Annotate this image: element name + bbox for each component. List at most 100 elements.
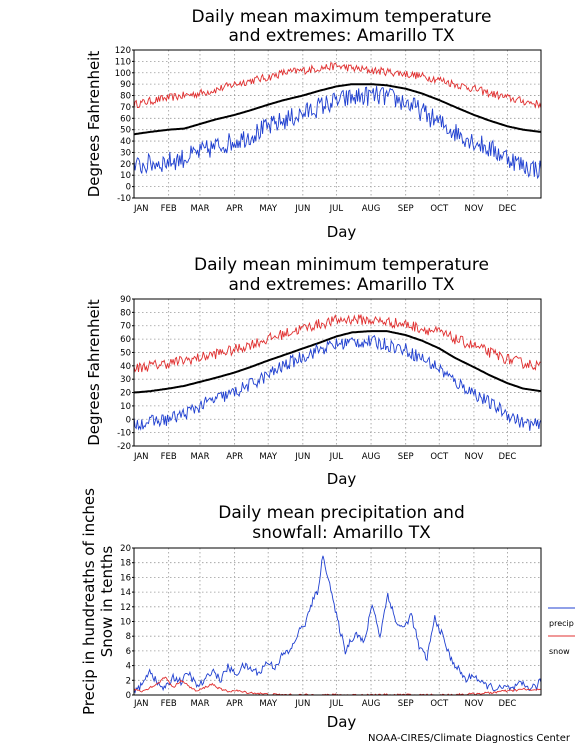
x-axis-label: Day [327, 470, 357, 488]
chart-title-line-2: and extremes: Amarillo TX [229, 275, 455, 295]
y-tick-label: 80 [120, 308, 131, 318]
y-tick-label: 40 [120, 137, 131, 147]
x-tick-label-apr: APR [226, 204, 243, 214]
y-tick-label: -10 [117, 429, 131, 439]
x-tick-label-jan: JAN [133, 204, 149, 214]
y-axis-label: Degrees Fahrenheit [85, 51, 103, 198]
x-tick-label-jul: JUL [329, 204, 344, 214]
y-tick-label: 80 [120, 92, 131, 102]
y-tick-label: 70 [120, 103, 131, 113]
y-tick-label: 20 [120, 544, 131, 554]
x-tick-label-sep: SEP [398, 699, 414, 709]
x-tick-label-jan: JAN [133, 699, 149, 709]
y-tick-label: 10 [120, 171, 131, 181]
y-tick-label: 12 [120, 603, 131, 613]
y-tick-label: 60 [120, 114, 131, 124]
y-tick-label: 10 [120, 618, 131, 628]
chart-title-line-2: and extremes: Amarillo TX [229, 26, 455, 46]
x-tick-label-jan: JAN [133, 452, 149, 462]
y-tick-label: 20 [120, 389, 131, 399]
series-line-precip [133, 555, 542, 694]
y-tick-label: 10 [120, 402, 131, 412]
x-tick-label-may: MAY [259, 699, 277, 709]
x-tick-label-sep: SEP [398, 204, 414, 214]
x-tick-label-feb: FEB [161, 699, 177, 709]
y-tick-label: 110 [115, 57, 131, 67]
series-line-series-1 [133, 314, 542, 373]
y-tick-label: 16 [120, 573, 131, 583]
series-line-series-2 [133, 83, 542, 136]
y-tick-label: 50 [120, 348, 131, 358]
y-tick-label: 100 [115, 69, 131, 79]
x-tick-label-jun: JUN [294, 699, 310, 709]
y-axis-label: Degrees Fahrenheit [85, 299, 103, 446]
x-tick-label-nov: NOV [465, 699, 484, 709]
x-tick-label-dec: DEC [499, 452, 517, 462]
y-tick-label: 50 [120, 126, 131, 136]
chart-title-line-2: snowfall: Amarillo TX [252, 523, 431, 543]
y-tick-label: 0 [126, 415, 131, 425]
y-tick-label: 6 [126, 647, 131, 657]
x-tick-label-dec: DEC [499, 204, 517, 214]
y-tick-label: 30 [120, 148, 131, 158]
x-tick-label-nov: NOV [465, 204, 484, 214]
y-tick-label: 90 [120, 80, 131, 90]
y-tick-label: 18 [120, 559, 131, 569]
y-tick-label: 70 [120, 322, 131, 332]
series-line-snow [133, 676, 541, 696]
legend-label-snow: snow [549, 647, 570, 656]
x-tick-label-nov: NOV [465, 452, 484, 462]
plot-frame [133, 547, 542, 696]
credit-text: NOAA-CIRES/Climate Diagnostics Center [368, 733, 571, 744]
x-tick-label-may: MAY [259, 452, 277, 462]
plot-frame [133, 298, 542, 447]
x-tick-label-apr: APR [226, 452, 243, 462]
x-tick-label-feb: FEB [161, 452, 177, 462]
chart-title-line-1: Daily mean maximum temperature [192, 7, 492, 27]
chart-title-line-1: Daily mean precipitation and [218, 503, 465, 523]
y-axis-label-line-2: Snow in tenths [98, 546, 116, 658]
y-tick-label: 30 [120, 375, 131, 385]
x-tick-label-jun: JUN [294, 204, 310, 214]
y-tick-label: 40 [120, 362, 131, 372]
series-line-series-3 [133, 85, 542, 180]
x-tick-label-jul: JUL [329, 699, 344, 709]
y-tick-label: 120 [115, 46, 131, 56]
x-tick-label-oct: OCT [430, 699, 449, 709]
y-axis-label-line-1: Precip in hundreaths of inches [80, 488, 98, 715]
y-tick-label: 14 [120, 588, 131, 598]
x-tick-label-aug: AUG [362, 699, 381, 709]
x-tick-label-feb: FEB [161, 204, 177, 214]
y-tick-label: 60 [120, 335, 131, 345]
chart-title-line-1: Daily mean minimum temperature [194, 255, 489, 275]
y-tick-label: 90 [120, 295, 131, 305]
plot-frame [133, 49, 542, 199]
x-tick-label-mar: MAR [190, 452, 209, 462]
y-tick-label: 8 [126, 632, 131, 642]
y-tick-label: 0 [126, 691, 131, 701]
x-tick-label-mar: MAR [190, 699, 209, 709]
x-tick-label-apr: APR [226, 699, 243, 709]
series-line-series-3 [133, 334, 542, 431]
x-tick-label-oct: OCT [430, 452, 449, 462]
x-axis-label: Day [327, 713, 357, 731]
x-tick-label-jul: JUL [329, 452, 344, 462]
y-tick-label: 20 [120, 160, 131, 170]
x-tick-label-aug: AUG [362, 452, 381, 462]
series-line-series-1 [133, 62, 542, 109]
x-tick-label-aug: AUG [362, 204, 381, 214]
x-tick-label-jun: JUN [294, 452, 310, 462]
x-tick-label-oct: OCT [430, 204, 449, 214]
y-tick-label: -20 [117, 442, 131, 452]
x-tick-label-dec: DEC [499, 699, 517, 709]
y-tick-label: 2 [126, 676, 131, 686]
x-tick-label-mar: MAR [190, 204, 209, 214]
x-tick-label-may: MAY [259, 204, 277, 214]
y-tick-label: 4 [126, 662, 131, 672]
series-line-series-2 [133, 330, 542, 394]
x-axis-label: Day [327, 223, 357, 241]
